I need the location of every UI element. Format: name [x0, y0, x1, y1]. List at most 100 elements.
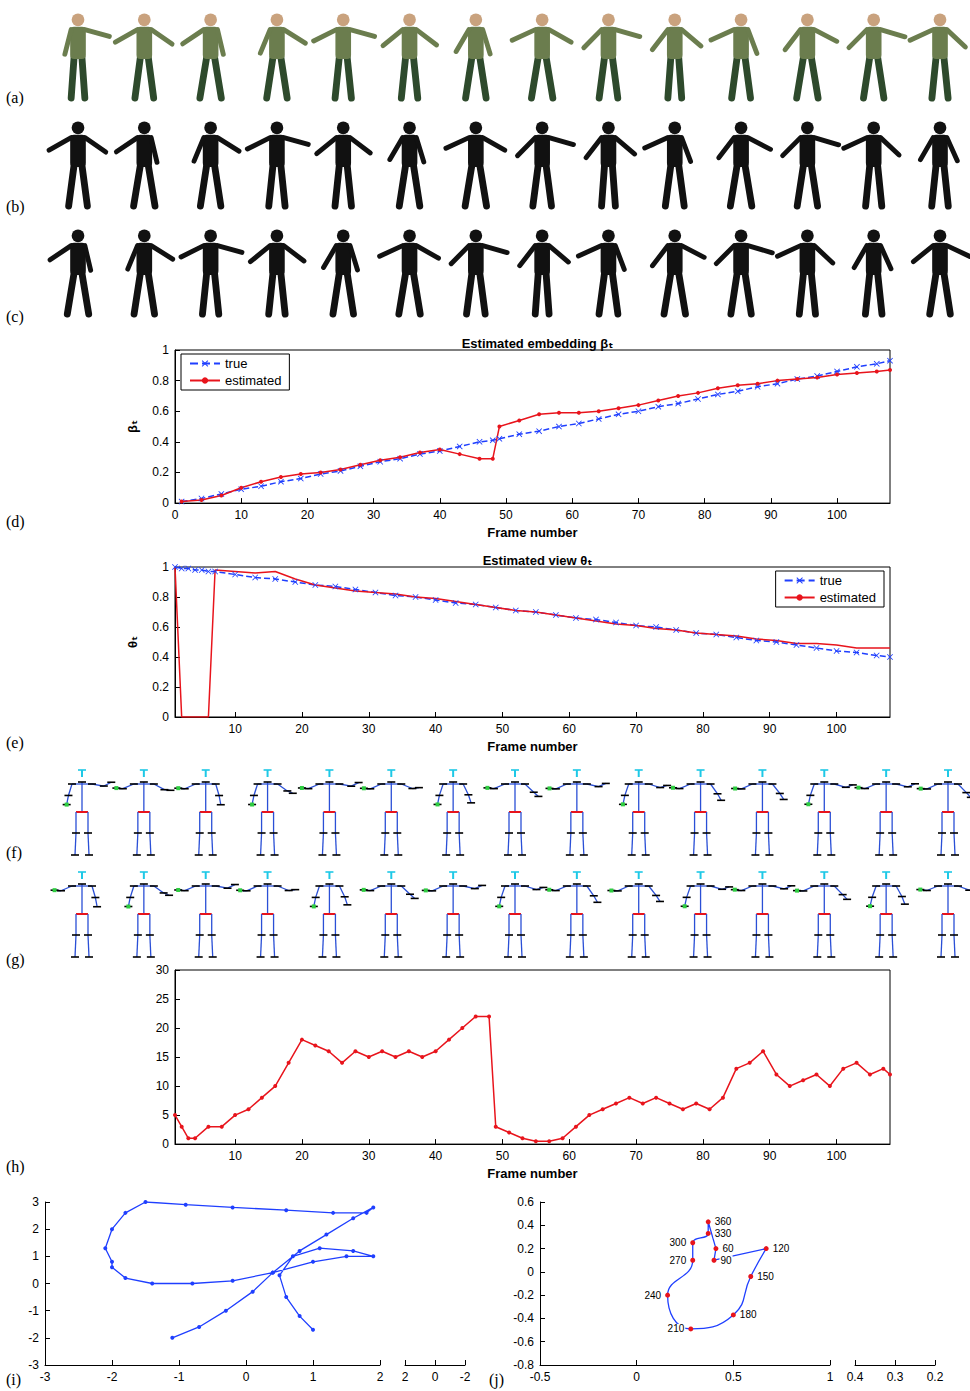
- svg-text:0.2: 0.2: [517, 1242, 534, 1256]
- svg-text:210: 210: [668, 1323, 685, 1334]
- svg-text:-1: -1: [28, 1304, 39, 1318]
- svg-text:30: 30: [362, 1149, 376, 1163]
- svg-text:-3: -3: [40, 1370, 51, 1384]
- svg-text:-0.2: -0.2: [513, 1288, 534, 1302]
- svg-text:20: 20: [156, 1021, 170, 1035]
- svg-text:2: 2: [32, 1222, 39, 1236]
- svg-text:-0.4: -0.4: [513, 1311, 534, 1325]
- svg-text:(i): (i): [6, 1371, 21, 1389]
- svg-text:0.6: 0.6: [152, 620, 169, 634]
- svg-text:100: 100: [827, 1149, 847, 1163]
- svg-text:270: 270: [670, 1255, 687, 1266]
- svg-text:0.2: 0.2: [152, 465, 169, 479]
- svg-text:1: 1: [827, 1370, 834, 1384]
- svg-text:Frame number: Frame number: [487, 1166, 577, 1181]
- svg-text:90: 90: [763, 1149, 777, 1163]
- svg-text:(b): (b): [6, 198, 25, 216]
- svg-text:βₜ: βₜ: [125, 420, 140, 433]
- svg-text:20: 20: [295, 1149, 309, 1163]
- svg-text:-0.6: -0.6: [513, 1335, 534, 1349]
- svg-text:0.4: 0.4: [152, 650, 169, 664]
- svg-text:60: 60: [566, 508, 580, 522]
- svg-text:30: 30: [156, 963, 170, 977]
- svg-text:true: true: [225, 356, 247, 371]
- svg-text:50: 50: [496, 722, 510, 736]
- svg-text:3: 3: [32, 1195, 39, 1209]
- svg-text:0.8: 0.8: [152, 590, 169, 604]
- svg-text:70: 70: [629, 1149, 643, 1163]
- svg-text:10: 10: [228, 722, 242, 736]
- svg-text:1: 1: [32, 1249, 39, 1263]
- svg-text:40: 40: [433, 508, 447, 522]
- svg-text:0.6: 0.6: [152, 404, 169, 418]
- svg-text:0: 0: [243, 1370, 250, 1384]
- svg-text:0: 0: [162, 1137, 169, 1151]
- svg-text:0.2: 0.2: [152, 680, 169, 694]
- svg-text:0: 0: [162, 710, 169, 724]
- svg-text:0.2: 0.2: [927, 1370, 944, 1384]
- svg-text:estimated: estimated: [225, 373, 281, 388]
- svg-text:150: 150: [757, 1271, 774, 1282]
- svg-text:-3: -3: [28, 1358, 39, 1372]
- svg-text:80: 80: [696, 1149, 710, 1163]
- svg-text:90: 90: [764, 508, 778, 522]
- svg-text:(g): (g): [6, 951, 25, 969]
- svg-text:0: 0: [162, 496, 169, 510]
- svg-text:60: 60: [563, 1149, 577, 1163]
- svg-text:true: true: [820, 573, 842, 588]
- svg-text:30: 30: [367, 508, 381, 522]
- svg-text:5: 5: [162, 1108, 169, 1122]
- svg-text:1: 1: [310, 1370, 317, 1384]
- svg-text:20: 20: [301, 508, 315, 522]
- svg-text:Frame number: Frame number: [487, 525, 577, 540]
- svg-text:300: 300: [670, 1237, 687, 1248]
- svg-text:70: 70: [629, 722, 643, 736]
- svg-text:100: 100: [827, 722, 847, 736]
- svg-text:60: 60: [722, 1243, 734, 1254]
- svg-text:20: 20: [295, 722, 309, 736]
- svg-text:(j): (j): [489, 1371, 504, 1389]
- svg-text:0.5: 0.5: [725, 1370, 742, 1384]
- svg-text:10: 10: [235, 508, 249, 522]
- svg-text:(e): (e): [6, 734, 24, 752]
- svg-text:40: 40: [429, 722, 443, 736]
- svg-text:90: 90: [721, 1255, 733, 1266]
- svg-text:80: 80: [696, 722, 710, 736]
- svg-text:(d): (d): [6, 513, 25, 531]
- svg-text:Estimated embedding βₜ: Estimated embedding βₜ: [462, 336, 614, 351]
- svg-text:θₜ: θₜ: [125, 636, 140, 648]
- svg-text:0.4: 0.4: [847, 1370, 864, 1384]
- svg-text:330: 330: [715, 1228, 732, 1239]
- svg-text:Frame number: Frame number: [487, 739, 577, 754]
- svg-text:(f): (f): [6, 844, 22, 862]
- svg-text:100: 100: [827, 508, 847, 522]
- svg-text:70: 70: [632, 508, 646, 522]
- svg-text:40: 40: [429, 1149, 443, 1163]
- svg-text:25: 25: [156, 992, 170, 1006]
- svg-text:2: 2: [377, 1370, 384, 1384]
- svg-text:2: 2: [402, 1370, 409, 1384]
- svg-text:180: 180: [740, 1309, 757, 1320]
- svg-text:240: 240: [644, 1290, 661, 1301]
- svg-text:-2: -2: [460, 1370, 471, 1384]
- svg-text:10: 10: [156, 1079, 170, 1093]
- svg-text:Estimated view θₜ: Estimated view θₜ: [483, 553, 593, 568]
- svg-text:estimated: estimated: [820, 590, 876, 605]
- svg-text:-2: -2: [107, 1370, 118, 1384]
- svg-text:0: 0: [633, 1370, 640, 1384]
- svg-text:0.3: 0.3: [887, 1370, 904, 1384]
- svg-text:15: 15: [156, 1050, 170, 1064]
- svg-text:30: 30: [362, 722, 376, 736]
- svg-text:0: 0: [32, 1277, 39, 1291]
- svg-text:0.4: 0.4: [517, 1218, 534, 1232]
- svg-text:0.6: 0.6: [517, 1195, 534, 1209]
- svg-text:1: 1: [162, 343, 169, 357]
- svg-text:60: 60: [563, 722, 577, 736]
- svg-text:0.8: 0.8: [152, 374, 169, 388]
- svg-text:-0.5: -0.5: [530, 1370, 551, 1384]
- svg-text:1: 1: [162, 560, 169, 574]
- svg-text:90: 90: [763, 722, 777, 736]
- svg-text:0: 0: [432, 1370, 439, 1384]
- svg-text:50: 50: [496, 1149, 510, 1163]
- svg-text:(c): (c): [6, 308, 24, 326]
